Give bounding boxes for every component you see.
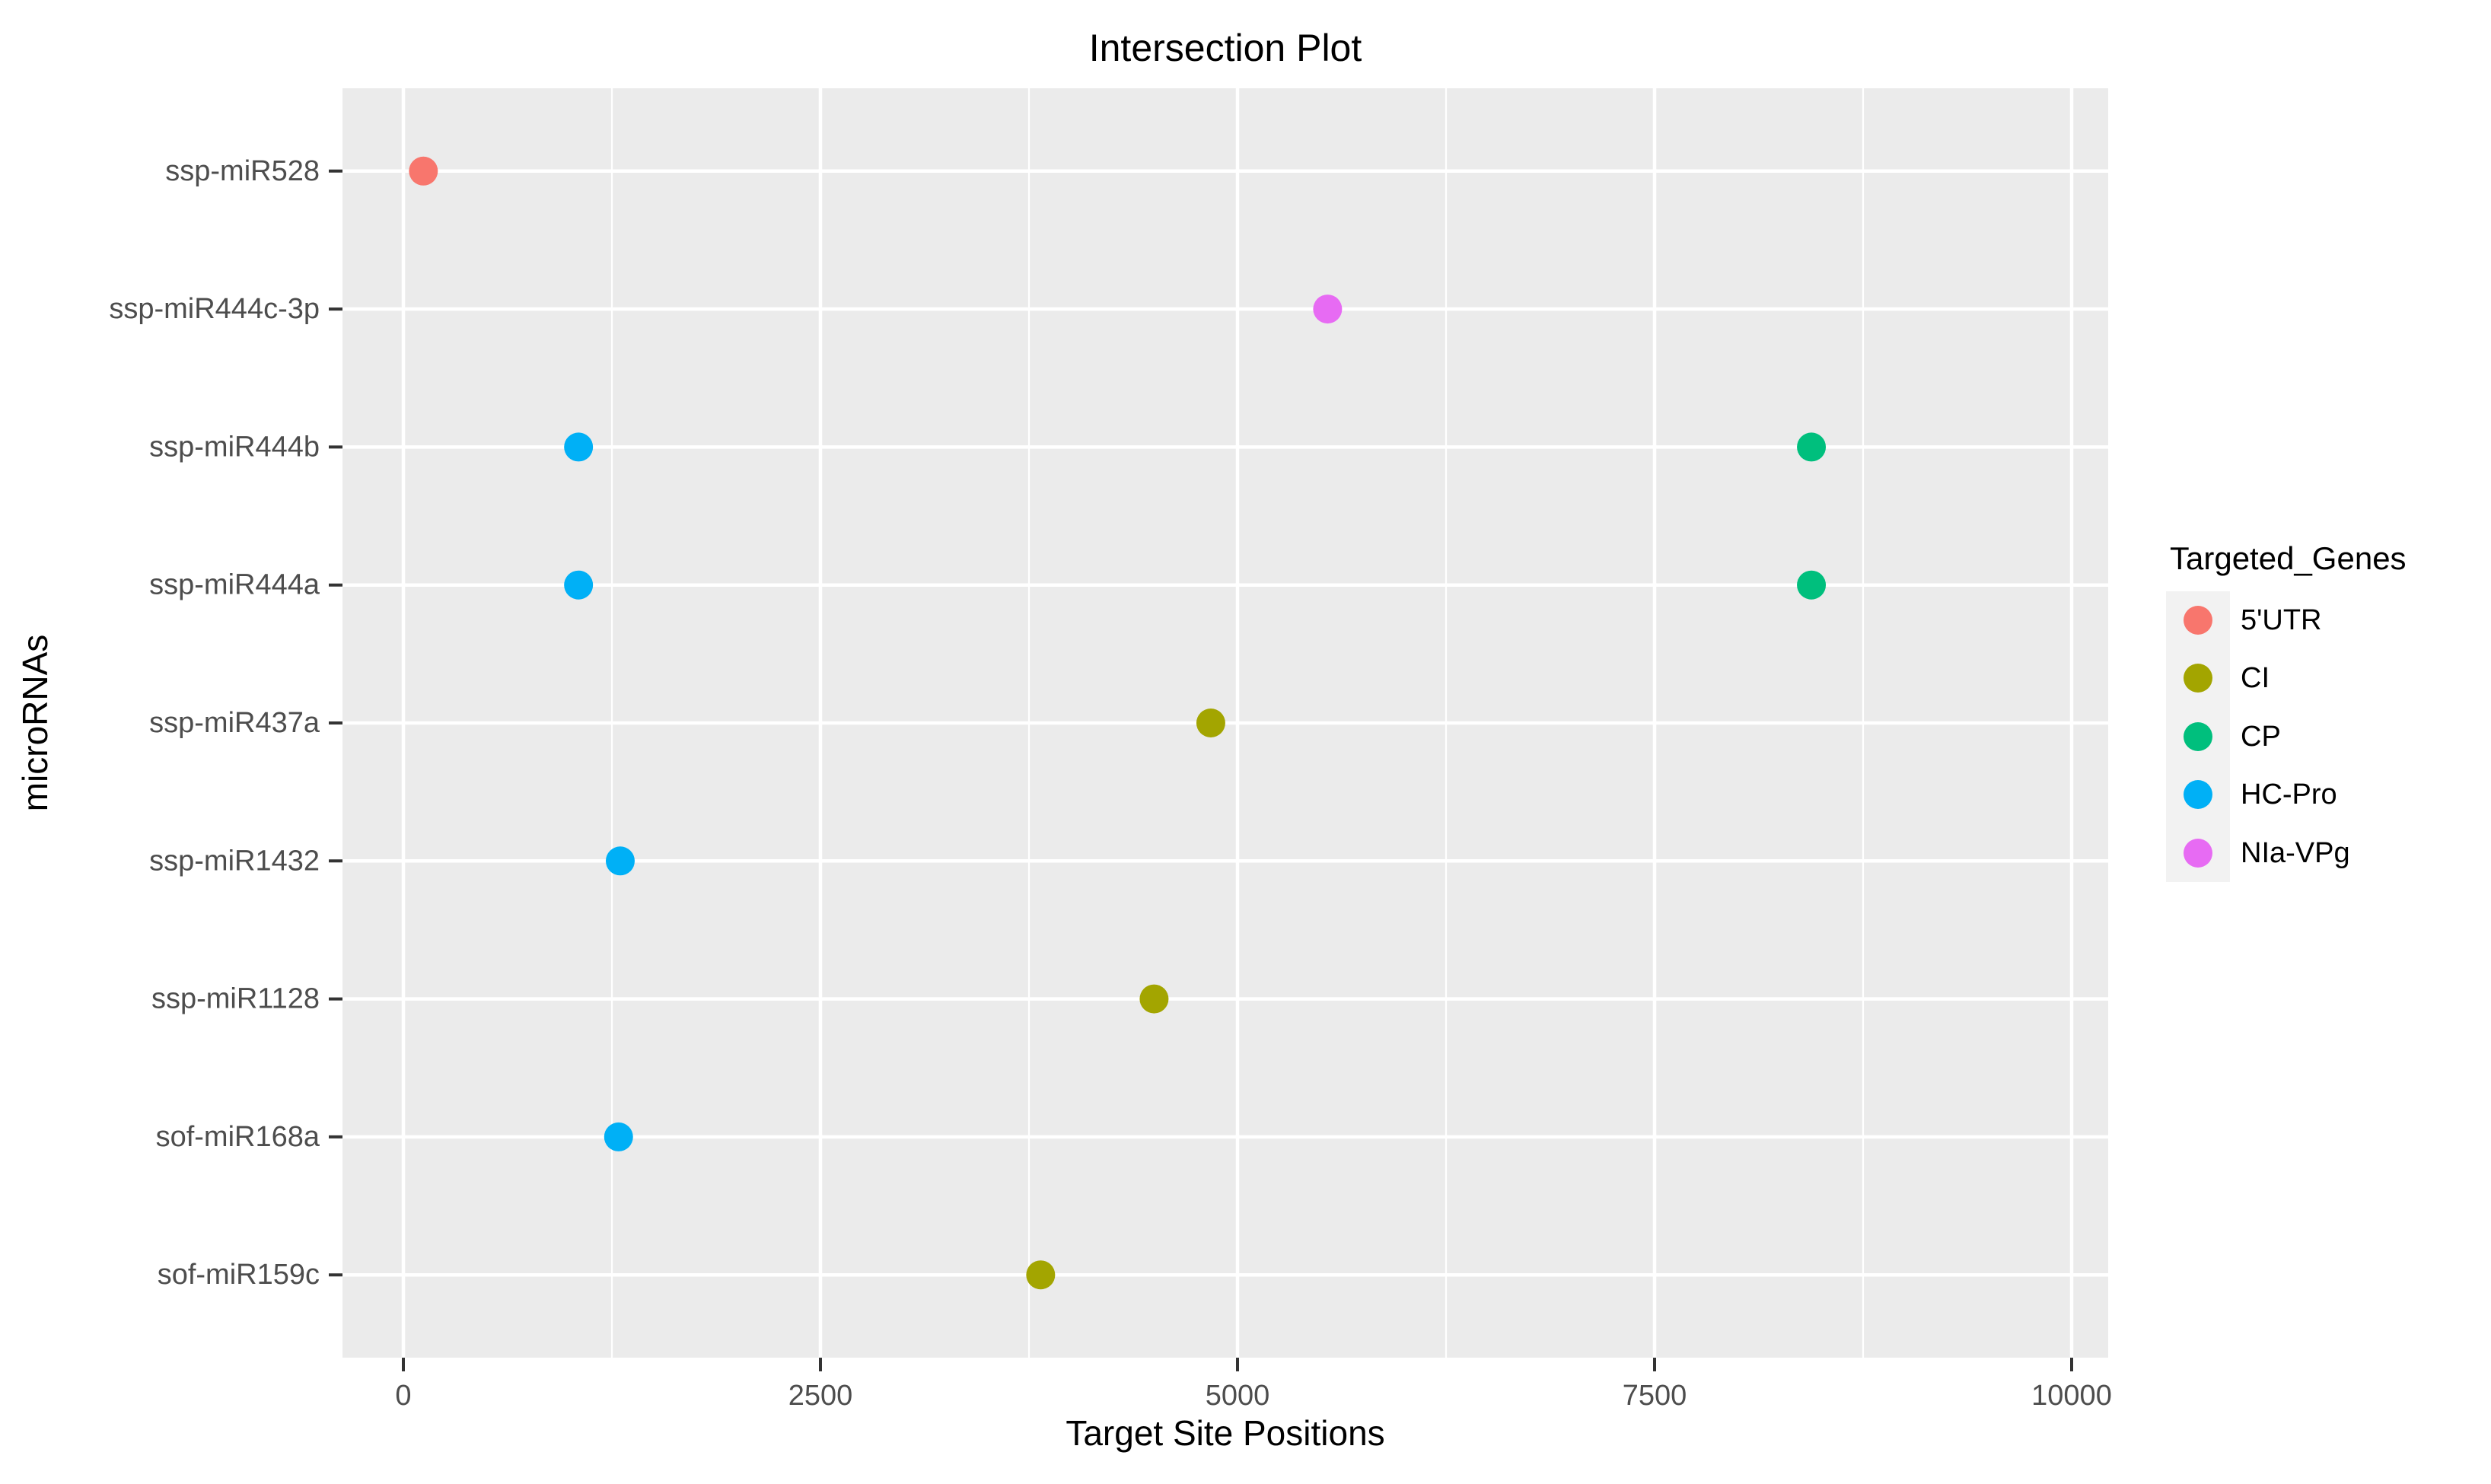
legend-item: HC-Pro xyxy=(2184,779,2337,810)
plot-title: Intersection Plot xyxy=(1089,27,1362,69)
legend-label-5utr: 5'UTR xyxy=(2241,604,2322,636)
x-tick-label: 10000 xyxy=(2031,1380,2112,1412)
legend-label-hc-pro: HC-Pro xyxy=(2241,779,2337,810)
legend-item: NIa-VPg xyxy=(2184,837,2350,869)
data-point-ci xyxy=(1139,984,1169,1014)
tick-layer: 0 2500 5000 7500 10000 ssp-miR528 ssp-miR444c-… xyxy=(109,155,2111,1412)
y-tick-label: ssp-miR444c-3p xyxy=(109,293,320,325)
legend-item: CP xyxy=(2184,721,2281,753)
x-tick-label: 5000 xyxy=(1206,1380,1270,1412)
x-tick-label: 2500 xyxy=(788,1380,853,1412)
legend-title: Targeted_Genes xyxy=(2170,540,2407,576)
y-tick-label: ssp-miR437a xyxy=(149,707,320,739)
y-tick-label: ssp-miR528 xyxy=(165,155,320,187)
legend-item: 5'UTR xyxy=(2184,604,2322,636)
legend-swatch-nia-vpg xyxy=(2184,839,2212,868)
data-point-cp xyxy=(1797,432,1827,462)
x-tick-label: 0 xyxy=(395,1380,411,1412)
legend-swatch-hc-pro xyxy=(2184,780,2212,809)
y-tick-label: ssp-miR1128 xyxy=(151,983,320,1015)
gridline-layer xyxy=(342,88,2108,1358)
legend-item: CI xyxy=(2184,662,2270,694)
legend-label-nia-vpg: NIa-VPg xyxy=(2241,837,2350,869)
data-point-ci xyxy=(1026,1260,1056,1290)
legend-label-cp: CP xyxy=(2241,721,2281,753)
data-point-hc-pro xyxy=(564,432,594,462)
y-tick-label: ssp-miR444a xyxy=(149,569,320,601)
y-tick-label: sof-miR159c xyxy=(158,1259,320,1291)
x-axis-title: Target Site Positions xyxy=(1066,1413,1384,1453)
data-point-hc-pro xyxy=(604,1122,633,1151)
data-point-5-utr xyxy=(409,156,438,186)
x-tick-label: 7500 xyxy=(1623,1380,1687,1412)
data-point-ci xyxy=(1196,709,1225,737)
data-point-layer xyxy=(409,156,1827,1290)
data-point-hc-pro xyxy=(605,846,635,876)
legend-label-ci: CI xyxy=(2241,662,2270,694)
y-tick-label: sof-miR168a xyxy=(156,1121,320,1153)
y-axis-title: microRNAs xyxy=(15,635,55,812)
legend: Targeted_Genes 5'UTR CI CP HC-Pro NIa-VP… xyxy=(2166,540,2407,882)
data-point-cp xyxy=(1797,570,1827,600)
data-point-nia-vpg xyxy=(1313,295,1343,324)
y-tick-label: ssp-miR444b xyxy=(149,431,320,463)
legend-swatch-5utr xyxy=(2184,606,2212,635)
data-point-hc-pro xyxy=(564,570,594,600)
legend-swatch-cp xyxy=(2184,722,2212,751)
y-tick-label: ssp-miR1432 xyxy=(149,845,320,877)
legend-swatch-ci xyxy=(2184,664,2212,693)
